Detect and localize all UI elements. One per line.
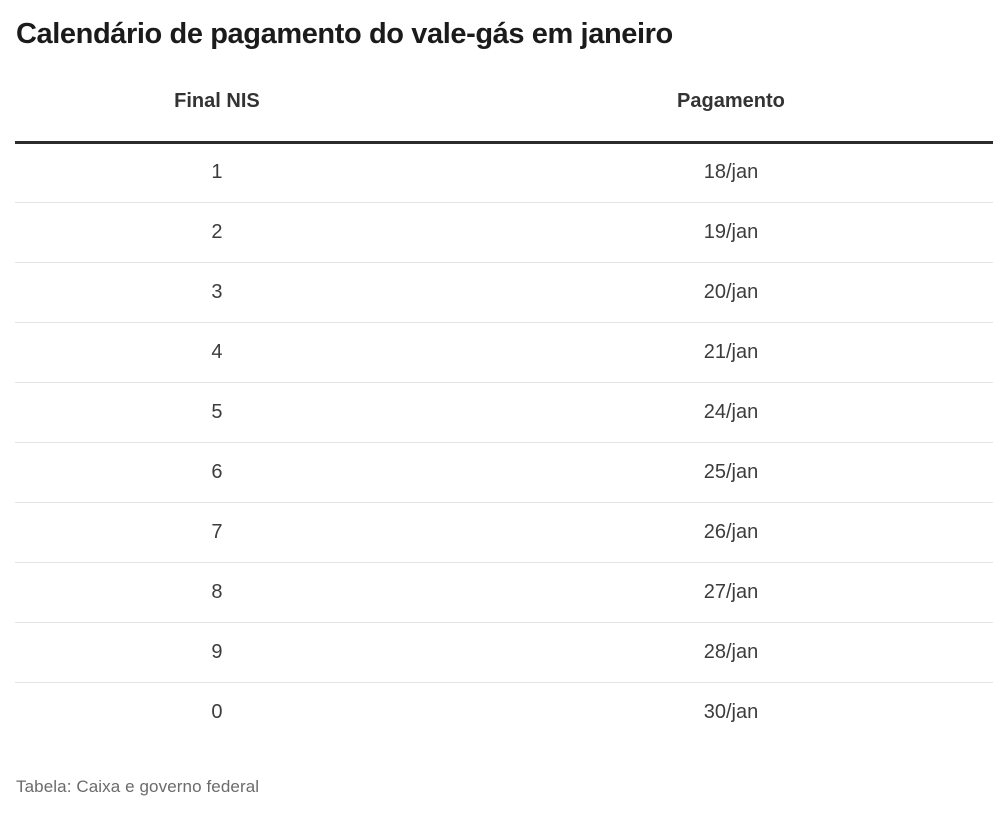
final-nis-cell: 8 <box>211 580 223 603</box>
pagamento-cell: 30/jan <box>703 700 759 723</box>
column-header-pagamento: Pagamento <box>677 89 785 112</box>
pagamento-cell: 21/jan <box>703 340 759 363</box>
table-row: 9 28/jan <box>15 622 993 683</box>
final-nis-cell: 3 <box>211 280 223 303</box>
header-row: Final NIS Pagamento <box>15 90 993 143</box>
pagamento-cell: 19/jan <box>703 220 759 243</box>
final-nis-cell: 6 <box>211 460 223 483</box>
table-row: 2 19/jan <box>15 202 993 263</box>
table-row: 3 20/jan <box>15 262 993 323</box>
pagamento-cell: 18/jan <box>703 161 759 184</box>
final-nis-cell: 2 <box>211 220 223 243</box>
page-title: Calendário de pagamento do vale-gás em j… <box>16 18 673 50</box>
final-nis-cell: 5 <box>211 400 223 423</box>
payment-schedule-table: Final NIS Pagamento 1 18/jan 2 19/jan 3 20/ja… <box>15 90 993 743</box>
pagamento-cell: 20/jan <box>703 280 759 303</box>
final-nis-cell: 1 <box>211 161 223 184</box>
pagamento-cell: 24/jan <box>703 400 759 423</box>
source-credit: Tabela: Caixa e governo federal <box>16 777 260 797</box>
pagamento-cell: 28/jan <box>703 640 759 663</box>
table-row: 0 30/jan <box>15 682 993 742</box>
pagamento-cell: 27/jan <box>703 580 759 603</box>
final-nis-cell: 7 <box>211 520 223 543</box>
table-header: Final NIS Pagamento <box>15 90 993 143</box>
final-nis-cell: 4 <box>211 340 223 363</box>
pagamento-cell: 25/jan <box>703 460 759 483</box>
table-row: 1 18/jan <box>15 142 993 203</box>
table-row: 7 26/jan <box>15 502 993 563</box>
table-row: 4 21/jan <box>15 322 993 383</box>
table-body: 1 18/jan 2 19/jan 3 20/jan 4 21/jan 5 24/jan 6 25/j… <box>15 142 993 742</box>
table-row: 5 24/jan <box>15 382 993 443</box>
table-row: 8 27/jan <box>15 562 993 623</box>
column-header-final-nis: Final NIS <box>174 89 260 112</box>
table-row: 6 25/jan <box>15 442 993 503</box>
final-nis-cell: 9 <box>211 640 223 663</box>
final-nis-cell: 0 <box>211 700 223 723</box>
pagamento-cell: 26/jan <box>703 520 759 543</box>
